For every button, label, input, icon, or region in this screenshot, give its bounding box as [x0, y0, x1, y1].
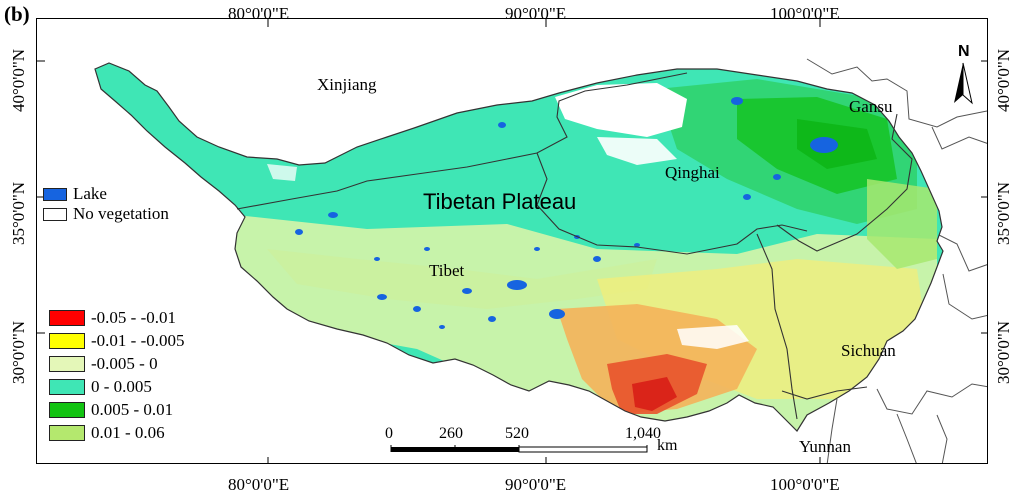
region-label-tibet: Tibet: [429, 261, 465, 280]
legend-item-class-6: 0.01 - 0.06: [49, 423, 165, 442]
neighbour-boundaries: [806, 58, 987, 463]
panel-label: (b): [4, 2, 30, 26]
region-label-yunnan: Yunnan: [799, 437, 851, 456]
scale-unit: km: [657, 437, 678, 454]
legend-label-lake: Lake: [73, 184, 107, 203]
scale-label-260: 260: [439, 425, 463, 442]
legend-swatch-class-2: [49, 333, 85, 349]
region-label-qinghai: Qinghai: [665, 163, 720, 182]
legend-swatch-class-6: [49, 425, 85, 441]
legend-label-class-6: 0.01 - 0.06: [91, 423, 165, 442]
legend-item-no-vegetation: No vegetation: [43, 204, 169, 223]
scale-label-1040: 1,040: [625, 425, 661, 442]
scale-label-520: 520: [505, 425, 529, 442]
lat-label-right-35: 35°0'0"N: [994, 181, 1013, 245]
legend-item-class-4: 0 - 0.005: [49, 377, 152, 396]
plateau-outline: [94, 62, 944, 432]
legend-label-class-1: -0.05 - -0.01: [91, 308, 176, 327]
legend-swatch-no-vegetation: [43, 207, 67, 221]
region-label-xinjiang: Xinjiang: [317, 75, 377, 94]
province-boundaries: [236, 72, 913, 420]
legend-label-class-3: -0.005 - 0: [91, 354, 158, 373]
legend-label-class-5: 0.005 - 0.01: [91, 400, 174, 419]
region-label-gansu: Gansu: [849, 97, 893, 116]
legend-swatch-class-5: [49, 402, 85, 418]
scale-label-0: 0: [385, 425, 393, 442]
legend-item-class-3: -0.005 - 0: [49, 354, 158, 373]
lat-label-left-35: 35°0'0"N: [9, 181, 28, 245]
legend-swatch-class-4: [49, 379, 85, 395]
legend-swatch-lake: [43, 187, 67, 201]
legend-swatch-class-1: [49, 310, 85, 326]
legend-item-lake: Lake: [43, 184, 107, 203]
legend-label-class-4: 0 - 0.005: [91, 377, 152, 396]
north-arrow-label: N: [958, 43, 970, 60]
legend-swatch-class-3: [49, 356, 85, 372]
vegetation-trend-raster: [95, 63, 943, 431]
map-canvas: [37, 19, 987, 463]
lat-label-right-30: 30°0'0"N: [994, 320, 1013, 384]
lat-label-left-40: 40°0'0"N: [9, 48, 28, 112]
legend-label-class-2: -0.01 - -0.005: [91, 331, 185, 350]
lon-label-bottom-90: 90°0'0"E: [505, 475, 567, 494]
lat-label-right-40: 40°0'0"N: [994, 48, 1013, 112]
north-arrow-icon: [954, 62, 973, 105]
graticule-ticks: [37, 19, 987, 463]
plateau-label: Tibetan Plateau: [423, 189, 577, 214]
legend-item-class-1: -0.05 - -0.01: [49, 308, 176, 327]
lake-polygons: [295, 97, 838, 329]
scale-bar: [390, 445, 648, 453]
lon-label-bottom-100: 100°0'0"E: [770, 475, 840, 494]
map-frame: Xinjiang Qinghai Gansu Tibet Sichuan Yun…: [36, 18, 988, 464]
legend-item-class-5: 0.005 - 0.01: [49, 400, 174, 419]
lon-label-bottom-80: 80°0'0"E: [228, 475, 290, 494]
legend-label-no-vegetation: No vegetation: [73, 204, 169, 223]
lat-label-left-30: 30°0'0"N: [9, 320, 28, 384]
legend-item-class-2: -0.01 - -0.005: [49, 331, 185, 350]
region-label-sichuan: Sichuan: [841, 341, 896, 360]
